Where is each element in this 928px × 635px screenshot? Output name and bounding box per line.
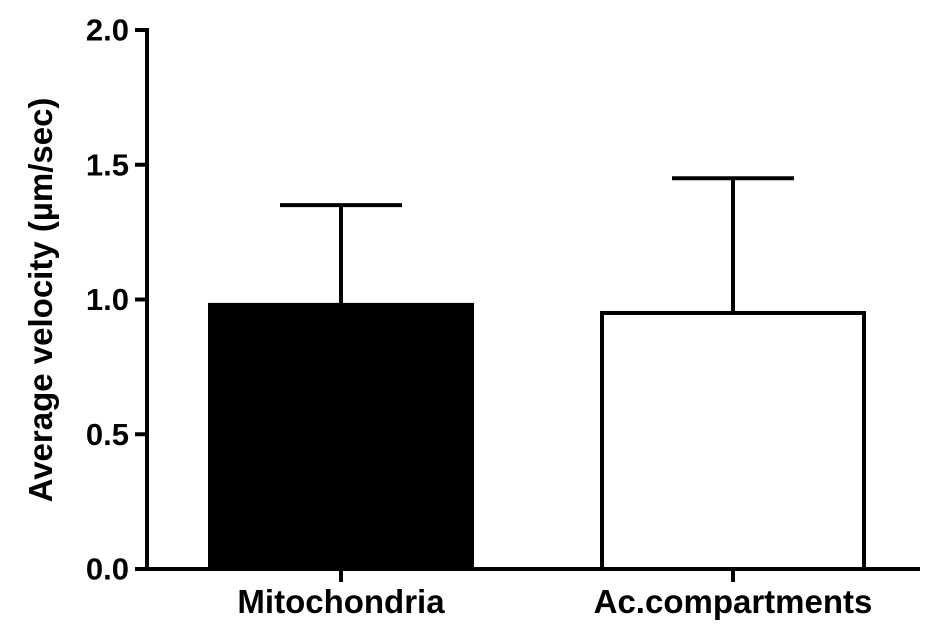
y-tick-label: 1.0 bbox=[86, 282, 129, 317]
bars-layer bbox=[208, 302, 866, 571]
y-tick-label: 1.5 bbox=[86, 147, 129, 182]
bar-mitochondria bbox=[208, 302, 474, 571]
x-tick-label: Mitochondria bbox=[237, 583, 445, 620]
y-tick-label: 0.0 bbox=[86, 552, 129, 587]
x-ticks: Mitochondria Ac.compartments bbox=[237, 569, 872, 620]
bar-ac-compartments bbox=[600, 310, 866, 571]
y-tick-label: 2.0 bbox=[86, 13, 129, 48]
y-axis-title: Average velocity (µm/sec) bbox=[22, 98, 59, 503]
x-tick-label: Ac.compartments bbox=[594, 583, 873, 620]
error-bars-layer bbox=[280, 176, 794, 313]
y-ticks: 0.0 0.5 1.0 1.5 2.0 bbox=[86, 13, 147, 587]
y-tick-label: 0.5 bbox=[86, 417, 129, 452]
